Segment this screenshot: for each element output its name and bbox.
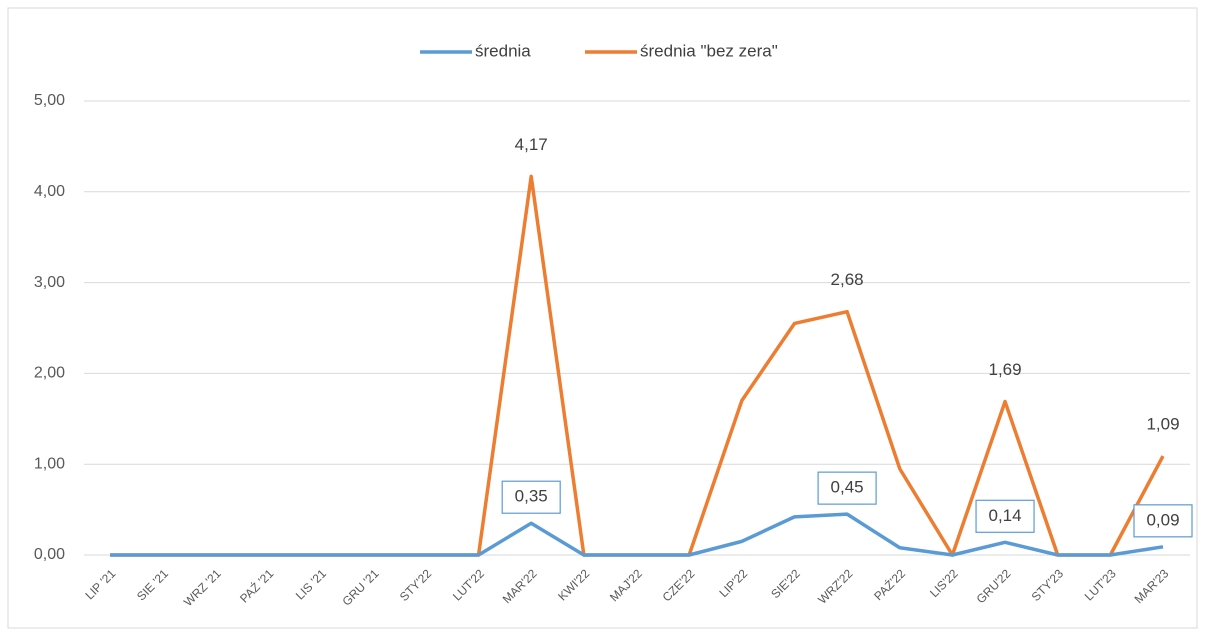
data-label: 4,17 [515, 135, 548, 154]
data-label: 2,68 [831, 270, 864, 289]
y-tick-label: 2,00 [34, 365, 65, 382]
data-label-box [975, 499, 1035, 533]
y-tick-label: 3,00 [34, 274, 65, 291]
y-tick-label: 1,00 [34, 455, 65, 472]
data-label: 1,09 [1146, 415, 1179, 434]
legend-label: średnia [475, 41, 531, 60]
data-label: 0,45 [831, 478, 864, 497]
y-tick-label: 4,00 [34, 183, 65, 200]
series-line [110, 512, 1164, 557]
data-label-box [817, 471, 877, 505]
legend-label: średnia "bez zera" [640, 41, 778, 60]
data-label: 0,09 [1146, 510, 1179, 529]
data-label-box [501, 480, 561, 514]
data-label: 0,35 [515, 487, 548, 506]
y-tick-label: 0,00 [34, 546, 65, 563]
y-tick-label: 5,00 [34, 92, 65, 109]
data-label: 1,69 [989, 360, 1022, 379]
data-label-box [1133, 504, 1193, 538]
data-label: 0,14 [989, 506, 1022, 525]
